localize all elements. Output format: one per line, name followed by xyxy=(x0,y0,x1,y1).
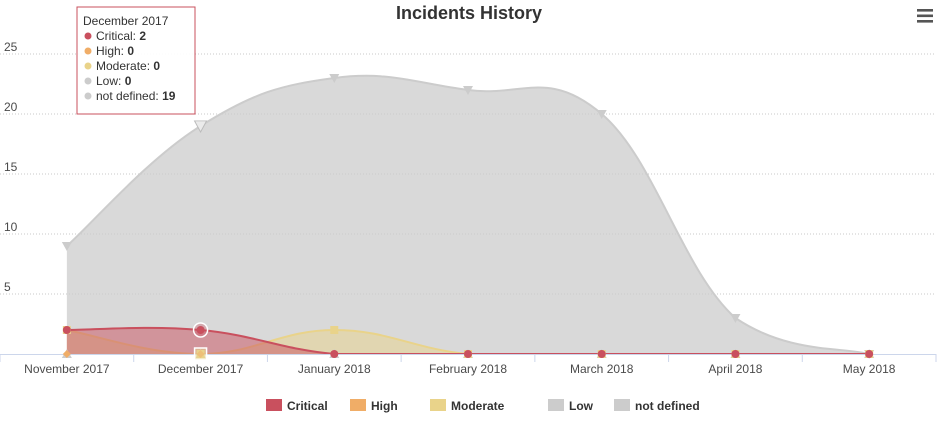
hover-halo xyxy=(193,120,208,134)
tooltip-header: December 2017 xyxy=(83,14,169,28)
x-tick-label: November 2017 xyxy=(24,362,110,376)
tooltip-bullet xyxy=(84,47,92,55)
legend-item-high[interactable]: High xyxy=(350,399,398,413)
data-point-critical xyxy=(62,326,71,334)
x-tick-label: February 2018 xyxy=(429,362,507,376)
data-point-critical xyxy=(731,350,740,358)
legend-swatch xyxy=(350,399,366,411)
legend-label: Moderate xyxy=(451,399,505,413)
chart-title: Incidents History xyxy=(396,3,542,23)
tooltip-box xyxy=(76,6,196,115)
tooltip-row: High: 0 xyxy=(96,44,134,58)
data-point-not-defined xyxy=(596,110,607,119)
data-point-critical xyxy=(865,350,874,358)
data-point-not-defined xyxy=(61,242,72,251)
legend-label: Critical xyxy=(287,399,328,413)
x-tick-label: March 2018 xyxy=(570,362,634,376)
data-point-moderate xyxy=(330,326,339,334)
tooltip-row: not defined: 19 xyxy=(96,89,176,103)
x-tick-label: April 2018 xyxy=(708,362,762,376)
tooltip-bullet xyxy=(84,92,92,100)
legend-swatch xyxy=(614,399,630,411)
tooltip-bullet xyxy=(84,62,92,70)
legend-label: Low xyxy=(569,399,594,413)
series-area-not-defined xyxy=(66,75,870,355)
series-area-critical xyxy=(66,327,870,354)
legend-label: not defined xyxy=(635,399,700,413)
legend-swatch xyxy=(548,399,564,411)
legend-item-moderate[interactable]: Moderate xyxy=(430,399,505,413)
data-point-not-defined xyxy=(730,314,741,323)
tooltip-bullet xyxy=(84,77,92,85)
data-point-not-defined xyxy=(329,74,340,83)
data-point-critical xyxy=(196,326,205,334)
data-point-critical xyxy=(464,350,472,358)
context-menu-button[interactable] xyxy=(914,6,936,26)
legend-item-critical[interactable]: Critical xyxy=(266,399,328,413)
data-point-critical xyxy=(597,350,606,358)
tooltip-row: Moderate: 0 xyxy=(96,59,160,73)
x-tick-label: December 2017 xyxy=(158,362,244,376)
data-point-critical xyxy=(330,350,339,358)
hover-halo xyxy=(192,322,209,338)
tooltip-row: Low: 0 xyxy=(96,74,132,88)
y-tick-label: 10 xyxy=(4,220,18,234)
x-tick-label: May 2018 xyxy=(843,362,896,376)
legend-item-not-defined[interactable]: not defined xyxy=(614,399,700,413)
tooltip-bullet xyxy=(84,32,92,40)
data-point-not-defined xyxy=(463,86,473,95)
legend-item-low[interactable]: Low xyxy=(548,399,594,413)
legend: Critical High Moderate Low not defined xyxy=(266,399,700,413)
y-tick-label: 15 xyxy=(4,160,18,174)
x-tick-label: January 2018 xyxy=(298,362,371,376)
legend-label: High xyxy=(371,399,398,413)
data-point-high xyxy=(62,350,71,358)
y-tick-label: 25 xyxy=(4,40,18,54)
legend-swatch xyxy=(430,399,446,411)
legend-swatch xyxy=(266,399,282,411)
y-tick-label: 20 xyxy=(4,100,18,114)
tooltip-row: Critical: 2 xyxy=(96,29,146,43)
hover-halo xyxy=(193,347,208,361)
y-tick-label: 5 xyxy=(4,280,11,294)
